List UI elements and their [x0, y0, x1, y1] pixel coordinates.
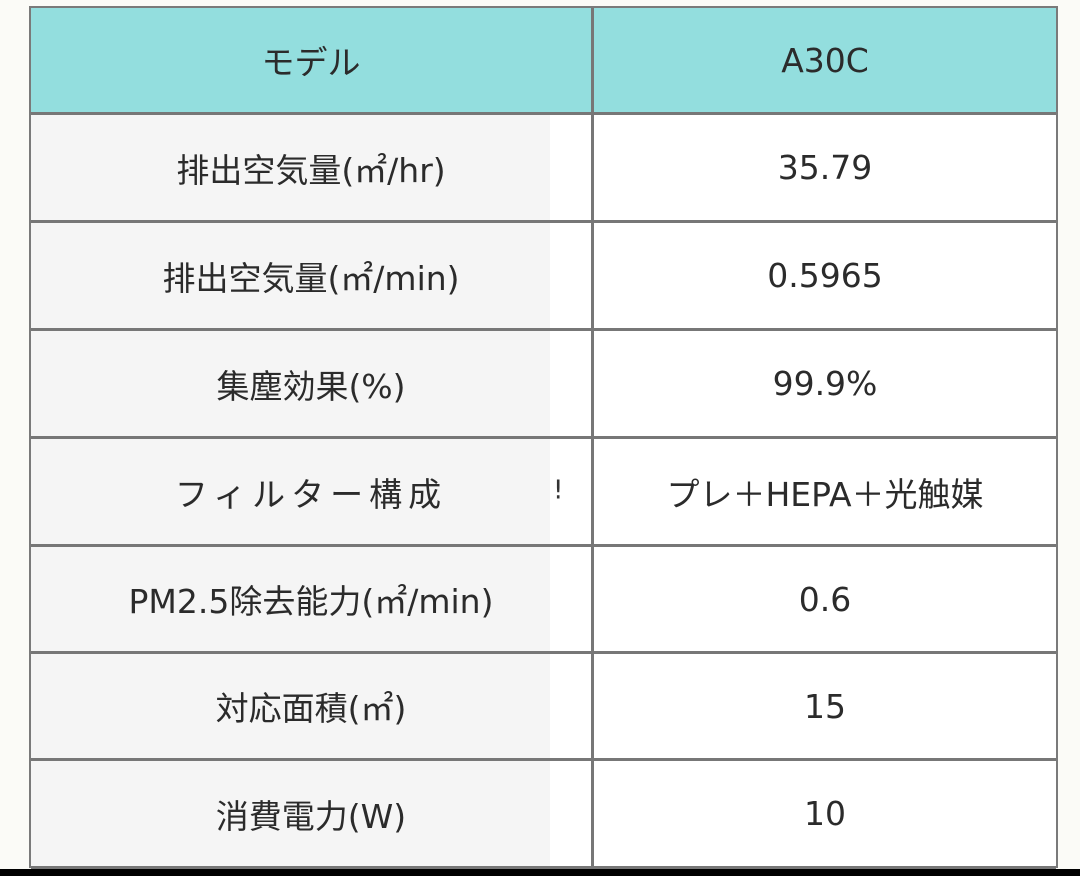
row-value-cell: 0.6 [591, 547, 1056, 651]
header-value: A30C [781, 40, 869, 80]
row-label: 対応面積(㎡) [215, 689, 407, 728]
row-value-cell: 10 [591, 761, 1056, 866]
table-row: 消費電力(W) 10 [31, 761, 1056, 869]
row-label-cell: 排出空気量(㎡/hr) [31, 115, 591, 220]
header-label-cell: モデル [31, 8, 591, 112]
row-label-cell: 集塵効果(%) [31, 331, 591, 436]
table-row: 排出空気量(㎡/min) 0.5965 [31, 223, 1056, 331]
bottom-edge-bar [0, 869, 1080, 876]
row-value-cell: 35.79 [591, 115, 1056, 220]
row-label-cell: 対応面積(㎡) [31, 654, 591, 758]
table-row: フィルター構成! プレ＋HEPA＋光触媒 [31, 439, 1056, 547]
header-label: モデル [261, 43, 361, 82]
row-label-cell: 消費電力(W) [31, 761, 591, 866]
table-row: 集塵効果(%) 99.9% [31, 331, 1056, 439]
row-value-cell: プレ＋HEPA＋光触媒 [591, 439, 1056, 544]
row-value-cell: 15 [591, 654, 1056, 758]
row-value: 0.5965 [767, 256, 883, 295]
row-label: PM2.5除去能力(㎡/min) [128, 582, 494, 621]
row-value: 0.6 [798, 579, 852, 619]
row-label: 消費電力(W) [215, 796, 407, 836]
table-header-row: モデル A30C [31, 8, 1056, 115]
row-value: 99.9% [772, 364, 878, 403]
text-artifact: ! [553, 475, 564, 505]
row-label-cell: 排出空気量(㎡/min) [31, 223, 591, 328]
row-label: フィルター構成 [174, 474, 448, 514]
row-value-cell: 99.9% [591, 331, 1056, 436]
spec-table: モデル A30C 排出空気量(㎡/hr) 35.79 排出空気量(㎡/min) … [29, 6, 1058, 869]
table-row: PM2.5除去能力(㎡/min) 0.6 [31, 547, 1056, 654]
row-label: 排出空気量(㎡/min) [162, 258, 460, 298]
table-row: 排出空気量(㎡/hr) 35.79 [31, 115, 1056, 223]
row-value: 10 [804, 794, 846, 833]
row-value: 15 [804, 686, 846, 726]
table-row: 対応面積(㎡) 15 [31, 654, 1056, 761]
header-value-cell: A30C [591, 8, 1056, 112]
row-label: 排出空気量(㎡/hr) [176, 150, 446, 190]
row-label: 集塵効果(%) [216, 366, 406, 406]
row-value: プレ＋HEPA＋光触媒 [666, 474, 984, 514]
row-value: 35.79 [777, 148, 873, 187]
row-label-cell: PM2.5除去能力(㎡/min) [31, 547, 591, 651]
row-label-cell: フィルター構成! [31, 439, 591, 544]
row-value-cell: 0.5965 [591, 223, 1056, 328]
